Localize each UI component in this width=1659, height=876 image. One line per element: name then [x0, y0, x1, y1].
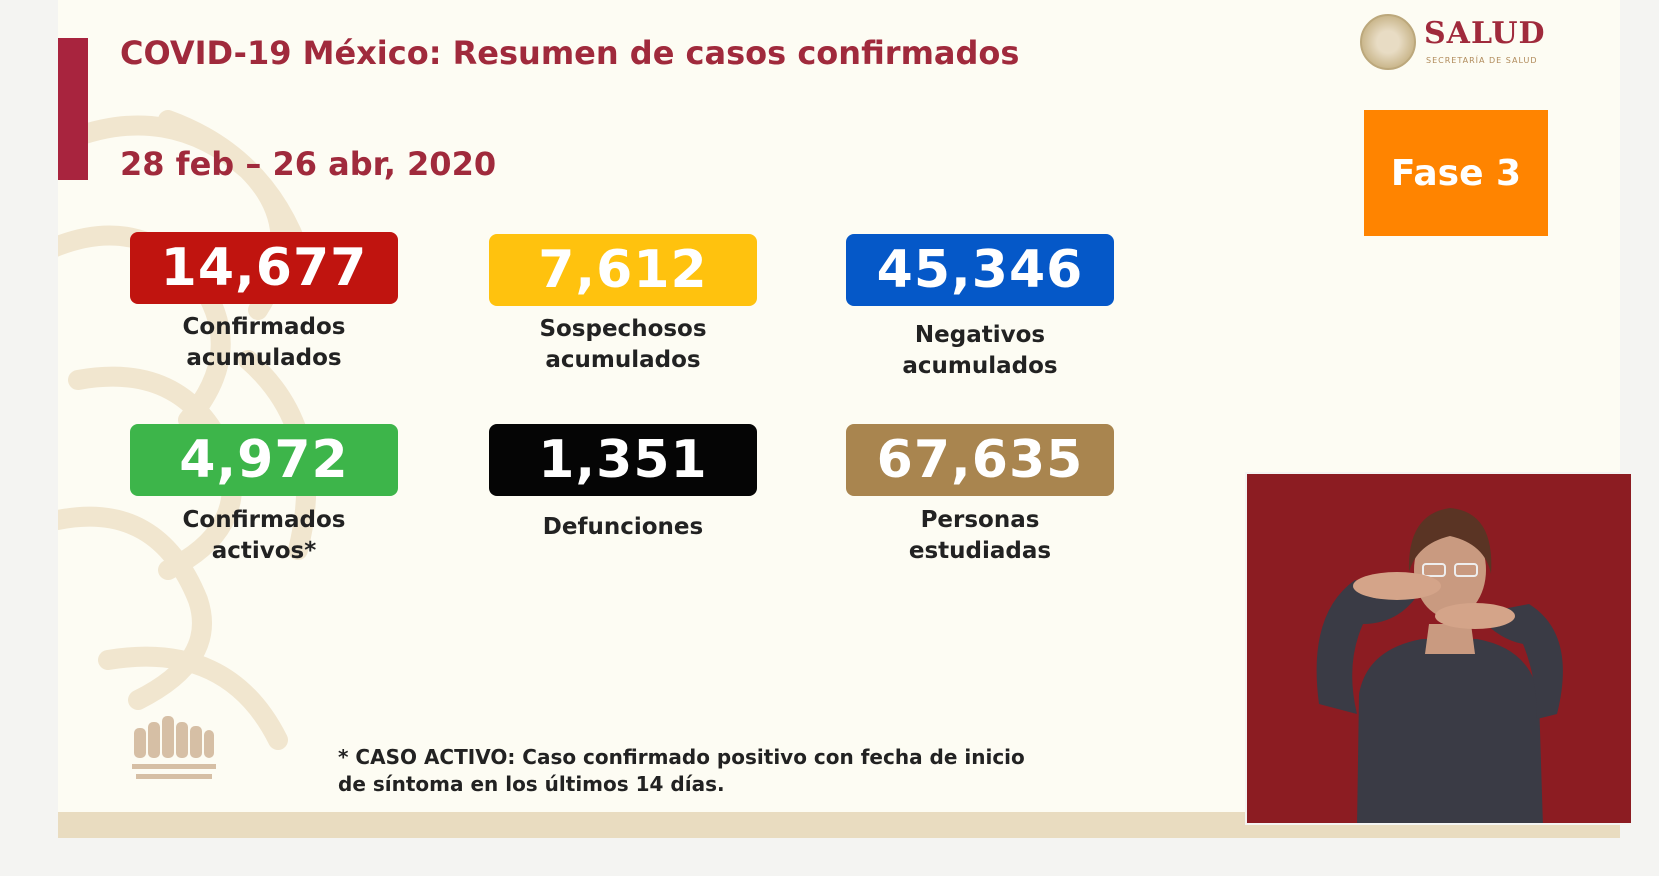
footnote-line: * CASO ACTIVO: Caso confirmado positivo … [338, 745, 1025, 769]
stat-value: 67,635 [876, 430, 1084, 490]
stat-value: 1,351 [538, 430, 708, 490]
stat-label-deaths: Defunciones [489, 512, 757, 543]
phase-badge: Fase 3 [1364, 110, 1548, 236]
stat-card-studied: 67,635 [846, 424, 1114, 496]
stat-label-confirmed: Confirmados acumulados [130, 312, 398, 374]
stat-label-line: Confirmados [182, 507, 346, 533]
stat-value: 4,972 [179, 430, 349, 490]
logo-name: SALUD [1424, 16, 1546, 51]
stat-value: 14,677 [160, 238, 368, 298]
stat-label-line: Defunciones [542, 514, 704, 540]
national-seal-icon [1360, 14, 1416, 70]
sign-language-interpreter-video [1245, 472, 1633, 825]
page-title: COVID-19 México: Resumen de casos confir… [120, 34, 1020, 72]
salud-logo: SALUD SECRETARÍA DE SALUD [1360, 14, 1620, 74]
stat-card-active: 4,972 [130, 424, 398, 496]
stat-card-deaths: 1,351 [489, 424, 757, 496]
stat-label-line: Sospechosos [539, 316, 707, 342]
stat-card-negative: 45,346 [846, 234, 1114, 306]
stat-card-suspected: 7,612 [489, 234, 757, 306]
stat-label-line: activos* [211, 538, 317, 564]
footnote: * CASO ACTIVO: Caso confirmado positivo … [338, 744, 1025, 798]
date-range: 28 feb – 26 abr, 2020 [120, 145, 497, 183]
footnote-line: de síntoma en los últimos 14 días. [338, 772, 725, 796]
stat-label-line: acumulados [545, 347, 701, 373]
stat-label-negative: Negativos acumulados [846, 320, 1114, 382]
interpreter-figure-icon [1247, 474, 1631, 823]
stat-value: 45,346 [876, 240, 1084, 300]
logo-subtitle: SECRETARÍA DE SALUD [1426, 56, 1538, 65]
stat-label-line: Negativos [914, 322, 1046, 348]
stat-label-active: Confirmados activos* [130, 505, 398, 567]
slide: COVID-19 México: Resumen de casos confir… [58, 0, 1620, 838]
stat-label-studied: Personas estudiadas [846, 505, 1114, 567]
heritage-figures-icon [132, 716, 216, 779]
stat-card-confirmed: 14,677 [130, 232, 398, 304]
stat-label-suspected: Sospechosos acumulados [489, 314, 757, 376]
stat-label-line: estudiadas [908, 538, 1052, 564]
stat-label-line: Confirmados [182, 314, 346, 340]
stat-label-line: Personas [920, 507, 1040, 533]
stat-label-line: acumulados [186, 345, 342, 371]
stat-value: 7,612 [538, 240, 708, 300]
accent-bar [58, 38, 88, 180]
stat-label-line: acumulados [902, 353, 1058, 379]
